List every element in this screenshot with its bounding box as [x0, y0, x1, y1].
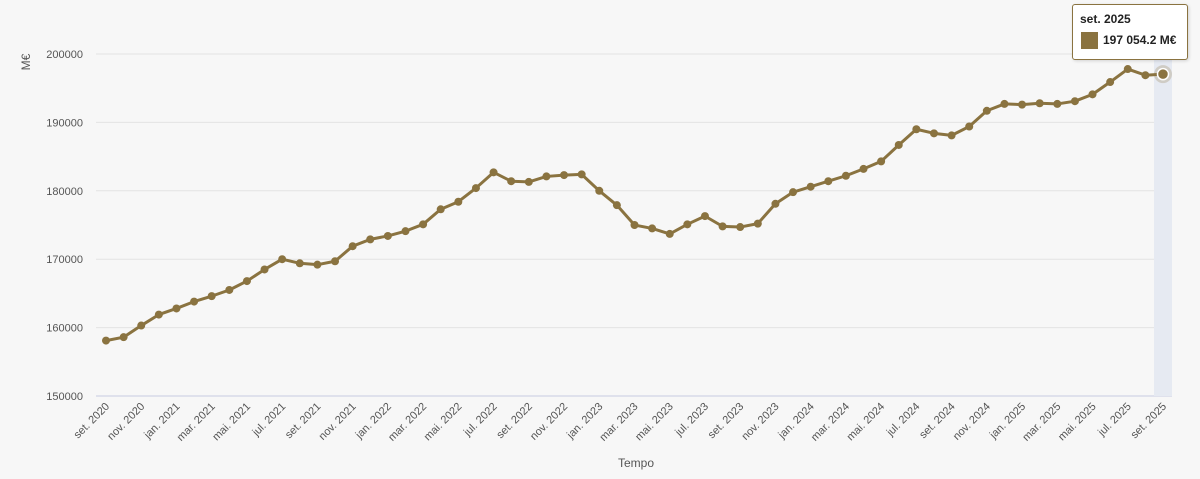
data-point[interactable]: [454, 197, 463, 206]
data-point[interactable]: [172, 304, 181, 313]
data-point[interactable]: [190, 297, 199, 306]
data-point[interactable]: [947, 131, 956, 140]
data-point[interactable]: [137, 321, 146, 330]
x-tick-label: mar. 2021: [175, 401, 218, 444]
tooltip-title: set. 2025: [1080, 12, 1131, 26]
y-tick-label: 190000: [46, 117, 83, 129]
data-point[interactable]: [542, 172, 551, 181]
y-tick-label: 200000: [46, 49, 83, 61]
data-point[interactable]: [225, 285, 234, 294]
data-point[interactable]: [383, 231, 392, 240]
x-axis-title: Tempo: [618, 456, 654, 470]
data-point[interactable]: [700, 212, 709, 221]
data-point[interactable]: [119, 333, 128, 342]
data-point[interactable]: [1070, 97, 1079, 106]
y-tick-label: 180000: [46, 186, 83, 198]
x-tick-label: mai. 2021: [210, 401, 253, 444]
data-point[interactable]: [1018, 100, 1027, 109]
x-tick-label: mai. 2023: [633, 401, 676, 444]
data-point[interactable]: [102, 336, 110, 345]
data-point[interactable]: [1156, 67, 1170, 81]
data-point[interactable]: [1035, 99, 1044, 108]
data-point[interactable]: [753, 219, 762, 228]
data-point[interactable]: [489, 168, 498, 177]
data-point[interactable]: [894, 140, 903, 149]
data-point[interactable]: [965, 122, 974, 131]
data-point[interactable]: [718, 222, 727, 231]
data-point[interactable]: [929, 129, 938, 138]
data-point[interactable]: [507, 177, 516, 186]
x-tick-label: nov. 2024: [951, 401, 993, 443]
tooltip-series-swatch: [1081, 32, 1098, 49]
data-point[interactable]: [1106, 78, 1115, 87]
y-tick-label: 160000: [46, 323, 83, 335]
x-tick-label: mai. 2025: [1056, 401, 1099, 444]
y-tick-label: 150000: [46, 391, 83, 403]
data-point[interactable]: [648, 224, 657, 233]
data-point[interactable]: [313, 260, 322, 269]
data-point[interactable]: [436, 205, 445, 214]
x-tick-label: mar. 2025: [1020, 401, 1063, 444]
data-point[interactable]: [771, 199, 780, 208]
x-tick-label: nov. 2023: [739, 401, 781, 443]
data-point[interactable]: [524, 177, 533, 186]
x-tick-label: nov. 2020: [105, 401, 147, 443]
data-point[interactable]: [877, 157, 886, 166]
x-tick-label: nov. 2021: [317, 401, 359, 443]
data-point[interactable]: [824, 177, 833, 186]
series-line: [105, 67, 1164, 343]
data-point[interactable]: [912, 125, 921, 134]
data-point[interactable]: [1088, 90, 1097, 99]
hover-highlight-layer: [1154, 34, 1172, 396]
data-point[interactable]: [331, 257, 340, 266]
data-point[interactable]: [841, 171, 850, 180]
data-point[interactable]: [665, 229, 674, 238]
y-tick-label: 170000: [46, 254, 83, 266]
x-tick-label: mar. 2024: [809, 401, 852, 444]
data-point[interactable]: [736, 223, 745, 232]
y-axis-title: M€: [19, 53, 33, 70]
data-point[interactable]: [789, 188, 798, 197]
data-point[interactable]: [401, 227, 410, 236]
data-point[interactable]: [1141, 71, 1150, 80]
x-tick-label: mai. 2022: [422, 401, 465, 444]
x-tick-label: mai. 2024: [845, 401, 888, 444]
data-point[interactable]: [683, 220, 692, 229]
data-point[interactable]: [595, 186, 604, 195]
data-point[interactable]: [260, 265, 269, 274]
series-layer: [102, 65, 1172, 345]
data-point[interactable]: [154, 310, 163, 319]
data-tooltip: set. 2025 197 054.2 M€: [1072, 4, 1188, 60]
data-point[interactable]: [207, 292, 216, 301]
grid-layer: [96, 53, 1172, 397]
data-point[interactable]: [1123, 65, 1132, 74]
data-point[interactable]: [612, 201, 621, 210]
hover-highlight-band: [1154, 34, 1172, 396]
x-tick-label: mar. 2022: [386, 401, 429, 444]
data-point[interactable]: [295, 259, 304, 268]
tooltip-value: 197 054.2 M€: [1103, 33, 1177, 47]
data-point[interactable]: [806, 182, 815, 191]
x-tick-label: nov. 2022: [528, 401, 570, 443]
data-point[interactable]: [560, 171, 569, 180]
data-point[interactable]: [471, 184, 480, 193]
data-point[interactable]: [278, 255, 287, 264]
data-point[interactable]: [348, 242, 357, 251]
data-point[interactable]: [577, 170, 586, 179]
data-point[interactable]: [630, 221, 639, 229]
data-point[interactable]: [242, 277, 251, 286]
x-tick-label: mar. 2023: [598, 401, 641, 444]
y-axis-ticks: 150000 160000 170000 180000 190000 200000: [46, 49, 83, 403]
data-point[interactable]: [1000, 99, 1009, 108]
x-tick-label: set. 2025: [1129, 401, 1169, 441]
data-point[interactable]: [366, 235, 375, 244]
data-point[interactable]: [982, 106, 991, 115]
data-point[interactable]: [859, 164, 868, 173]
data-point[interactable]: [419, 220, 428, 229]
data-point[interactable]: [1053, 99, 1062, 108]
